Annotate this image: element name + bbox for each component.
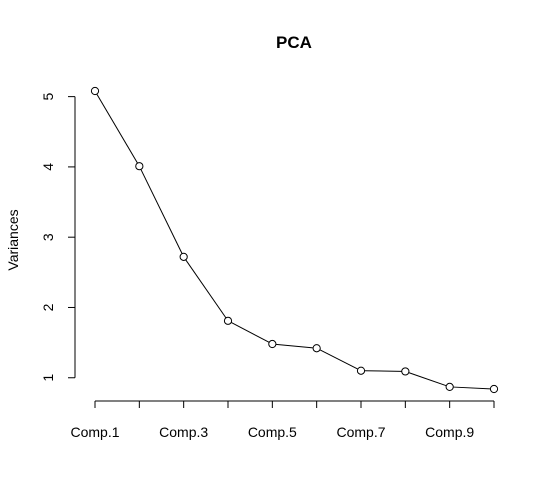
data-point [135, 162, 144, 171]
series-line-segment [275, 343, 314, 349]
series-group [90, 86, 499, 394]
data-point [401, 367, 410, 376]
x-tick-label: Comp.9 [425, 424, 474, 440]
series-line-segment [185, 259, 227, 319]
data-point [90, 86, 100, 96]
y-tick-label: 3 [40, 233, 56, 241]
series-line-segment [453, 386, 491, 390]
x-tick-label: Comp.7 [336, 424, 385, 440]
x-tick-label: Comp.5 [248, 424, 297, 440]
data-point [223, 316, 233, 325]
series-line-segment [230, 322, 270, 343]
data-point [312, 344, 321, 353]
chart-title: PCA [276, 33, 312, 52]
y-tick-label: 1 [40, 374, 56, 382]
y-tick-label: 5 [40, 93, 56, 101]
data-point [179, 252, 188, 261]
data-point [445, 382, 454, 391]
y-tick-label: 4 [40, 163, 56, 171]
y-axis-ticks: 1 2 3 4 5 [40, 93, 75, 382]
series-line-segment [408, 372, 447, 387]
series-line-segment [319, 349, 359, 370]
series-line-segment [364, 370, 402, 372]
series-line-segment [140, 169, 183, 254]
data-point [489, 384, 499, 394]
series-line-segment [96, 93, 138, 164]
y-axis-label: Variances [5, 209, 21, 270]
x-axis-ticks: Comp.1 Comp.3 Comp.5 Comp.7 Comp.9 [70, 401, 495, 440]
x-tick-label: Comp.1 [70, 424, 119, 440]
data-point [268, 339, 277, 349]
x-tick-label: Comp.3 [159, 424, 208, 440]
y-tick-label: 2 [40, 303, 56, 311]
data-point [356, 366, 366, 375]
